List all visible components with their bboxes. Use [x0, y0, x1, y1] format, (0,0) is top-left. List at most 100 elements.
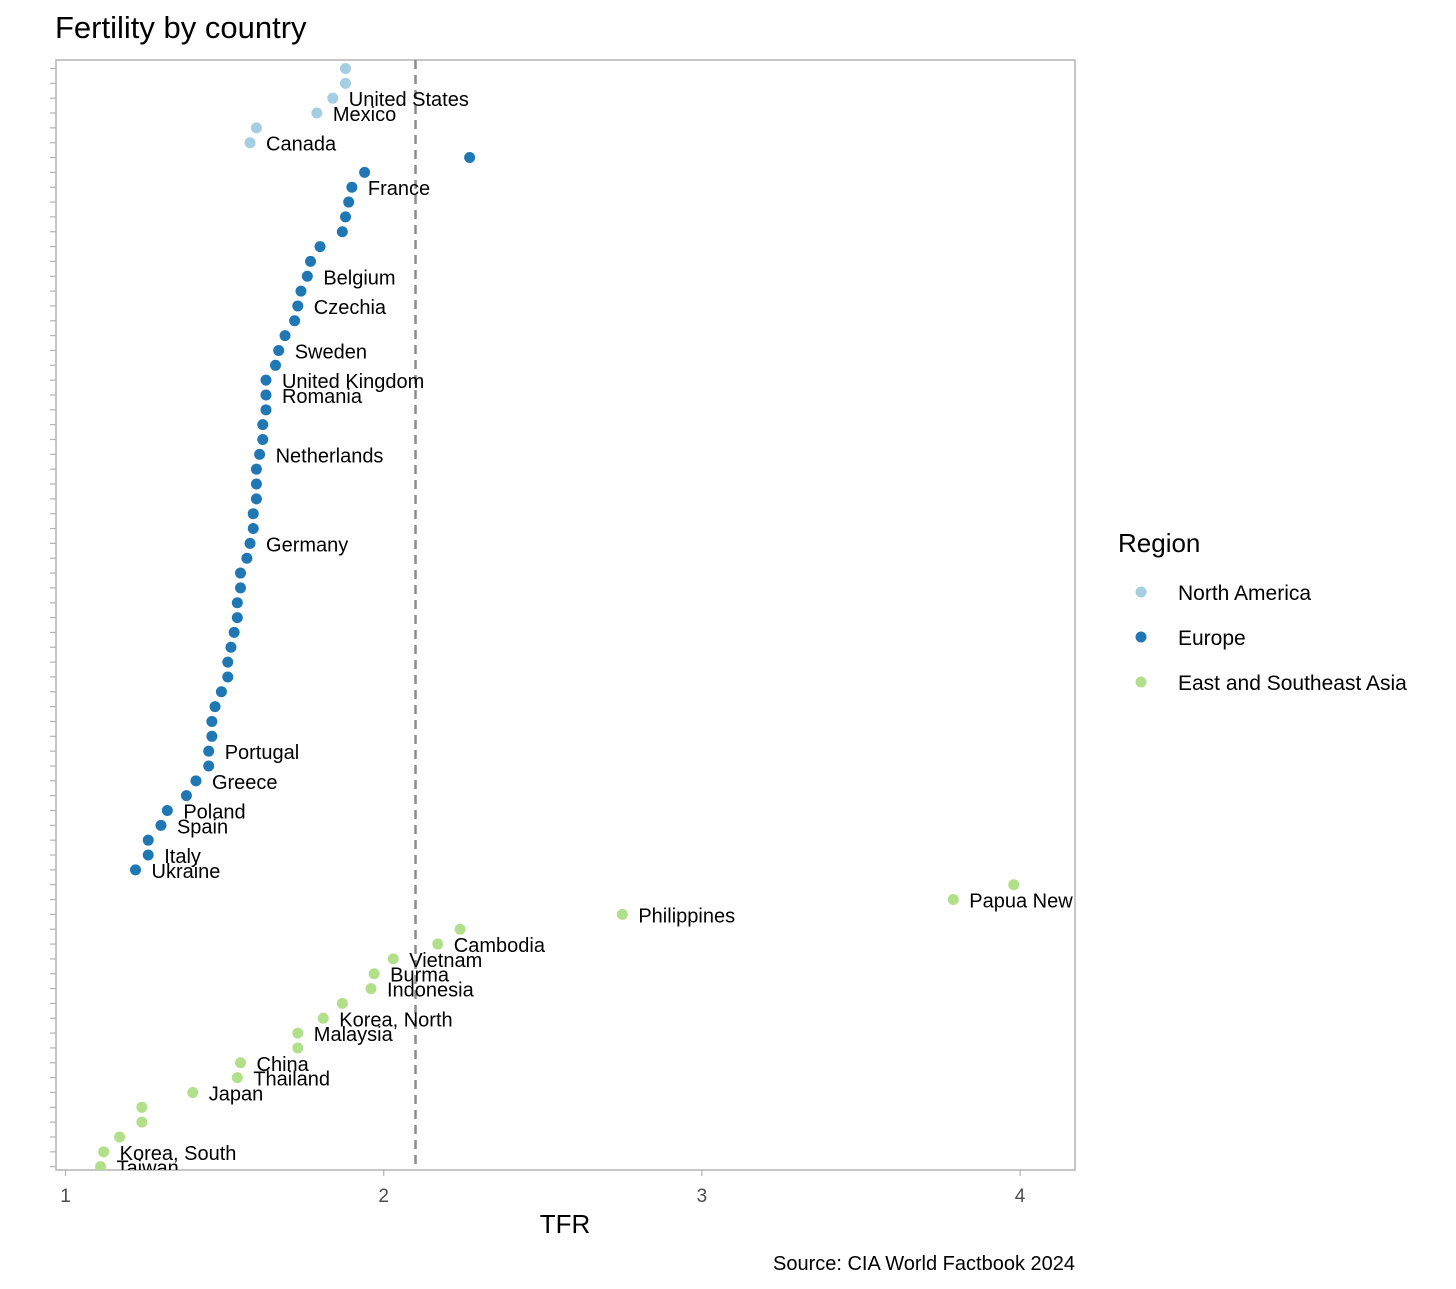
data-point	[336, 226, 348, 238]
point-label: United States	[349, 89, 469, 111]
point-label: Burma	[390, 965, 450, 987]
data-point	[454, 923, 466, 935]
data-point	[311, 107, 323, 119]
data-point	[250, 478, 262, 490]
point-label: Vietnam	[409, 950, 482, 972]
point-label: Spain	[177, 816, 228, 838]
data-point	[222, 671, 234, 683]
data-point	[235, 567, 247, 579]
point-label: Malaysia	[314, 1024, 394, 1046]
data-point	[190, 775, 202, 787]
data-point	[270, 359, 282, 371]
point-label: Czechia	[314, 297, 387, 319]
data-point	[206, 715, 218, 727]
data-point	[346, 181, 358, 193]
data-point	[1008, 879, 1020, 891]
data-point	[336, 997, 348, 1009]
data-point	[257, 434, 269, 445]
data-point	[136, 1101, 148, 1113]
data-point	[368, 968, 380, 980]
data-point	[327, 92, 339, 104]
legend-key	[1135, 586, 1147, 598]
y-axis-ticks	[50, 67, 56, 1168]
data-point	[235, 582, 247, 594]
data-point	[209, 701, 221, 713]
data-point	[235, 1057, 247, 1069]
data-point	[228, 626, 240, 638]
data-point	[292, 1027, 304, 1039]
point-label: Italy	[164, 846, 201, 868]
legend-label: North America	[1178, 582, 1311, 605]
point-label: Taiwan	[117, 1158, 179, 1180]
chart-title: Fertility by country	[55, 10, 307, 45]
data-point	[142, 834, 154, 846]
source-caption: Source: CIA World Factbook 2024	[773, 1253, 1075, 1275]
data-point	[215, 686, 227, 698]
data-point	[359, 166, 371, 178]
data-point	[247, 523, 259, 535]
point-label: Papua New	[969, 891, 1073, 913]
data-point	[254, 448, 266, 460]
data-point	[241, 552, 253, 564]
point-label: Portugal	[225, 742, 300, 764]
data-point	[432, 938, 444, 950]
data-point	[250, 463, 262, 475]
legend-items: North America Europe East and Southeast As…	[1135, 582, 1407, 695]
data-point	[231, 597, 243, 609]
data-point	[155, 819, 167, 831]
data-point	[260, 404, 272, 416]
data-point	[257, 419, 269, 431]
legend-key	[1135, 631, 1147, 643]
point-label: Ukraine	[152, 861, 221, 883]
data-point	[260, 374, 272, 386]
legend-key	[1135, 676, 1147, 688]
legend-label: East and Southeast Asia	[1178, 672, 1407, 695]
x-axis-ticks: 1 2 3 4	[60, 1170, 1026, 1207]
data-point	[273, 344, 285, 356]
point-label: Sweden	[295, 341, 367, 363]
data-point	[387, 953, 399, 965]
legend-title: Region	[1118, 528, 1200, 558]
data-point	[279, 330, 291, 342]
data-point	[247, 508, 259, 520]
legend-label: Europe	[1178, 627, 1246, 650]
data-point	[136, 1116, 148, 1128]
data-point	[947, 894, 959, 906]
data-point	[203, 745, 215, 757]
point-label: Poland	[183, 802, 245, 824]
data-point	[292, 1042, 304, 1054]
point-label: Philippines	[638, 905, 735, 927]
point-label: Japan	[209, 1083, 264, 1105]
data-point	[260, 389, 272, 401]
point-label: Greece	[212, 772, 278, 794]
data-point	[95, 1161, 107, 1170]
data-point	[203, 760, 215, 772]
data-point	[206, 730, 218, 742]
point-label: Korea, South	[120, 1143, 237, 1165]
data-point	[222, 656, 234, 668]
data-point	[225, 641, 237, 653]
point-label: Belgium	[323, 267, 395, 289]
point-label: Thailand	[253, 1069, 330, 1091]
data-point	[340, 63, 352, 74]
point-label: China	[257, 1054, 310, 1076]
data-point	[130, 864, 142, 876]
point-label: Germany	[266, 534, 348, 556]
x-tick-label: 2	[378, 1186, 389, 1207]
legend: Region North America Europe East and South…	[1118, 528, 1407, 695]
data-point	[301, 270, 313, 282]
data-point	[365, 983, 377, 995]
data-point	[616, 908, 628, 920]
x-tick-label: 4	[1015, 1186, 1026, 1207]
data-point	[142, 849, 154, 861]
point-label: Indonesia	[387, 980, 475, 1002]
data-point	[317, 1012, 329, 1024]
data-point	[250, 122, 262, 134]
data-point	[464, 152, 476, 164]
data-point	[250, 493, 262, 505]
point-label: Netherlands	[276, 445, 384, 467]
data-point	[231, 1072, 243, 1084]
data-point	[340, 211, 352, 223]
data-point	[295, 285, 307, 297]
